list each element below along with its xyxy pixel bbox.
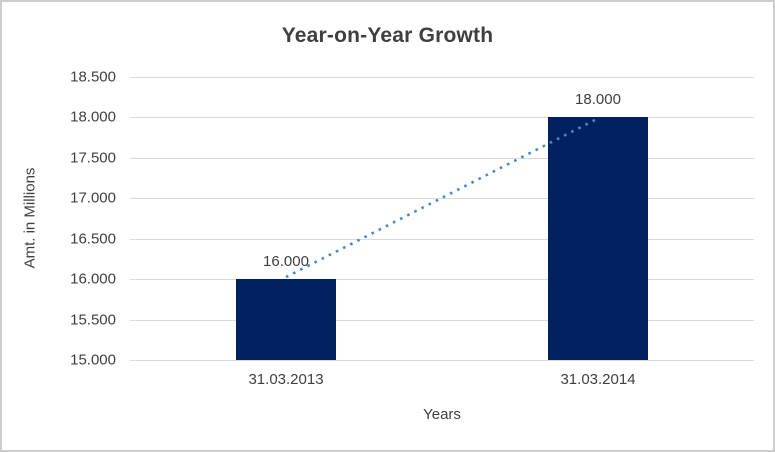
gridline bbox=[130, 360, 754, 361]
gridline bbox=[130, 77, 754, 78]
y-tick-label: 17.500 bbox=[70, 149, 116, 167]
gridline bbox=[130, 198, 754, 200]
gridline bbox=[130, 238, 754, 240]
y-tick-label: 16.500 bbox=[70, 230, 116, 248]
bar-value-label: 18.000 bbox=[575, 91, 621, 109]
y-tick-label: 16.000 bbox=[70, 270, 116, 288]
x-axis-title: Years bbox=[423, 406, 461, 423]
gridline bbox=[130, 279, 754, 281]
gridline bbox=[130, 157, 754, 159]
trendline bbox=[285, 117, 599, 279]
y-tick-label: 17.000 bbox=[70, 189, 116, 207]
y-tick-label: 18.500 bbox=[70, 68, 116, 86]
y-tick-label: 15.000 bbox=[70, 351, 116, 369]
gridline bbox=[130, 319, 754, 321]
y-axis-title: Amt. in Millions bbox=[21, 167, 39, 269]
x-tick-label: 31.03.2013 bbox=[248, 371, 324, 388]
bar-31.03.2013 bbox=[236, 279, 336, 360]
y-tick-label: 18.000 bbox=[70, 108, 116, 126]
chart-title: Year-on-Year Growth bbox=[281, 24, 494, 47]
bar-31.03.2014 bbox=[548, 117, 648, 360]
bar-value-label: 16.000 bbox=[263, 253, 309, 271]
plot-area: 16.000 18.000 bbox=[130, 77, 754, 361]
gridline bbox=[130, 117, 754, 119]
y-tick-label: 15.500 bbox=[70, 311, 116, 329]
x-tick-label: 31.03.2014 bbox=[560, 371, 636, 388]
